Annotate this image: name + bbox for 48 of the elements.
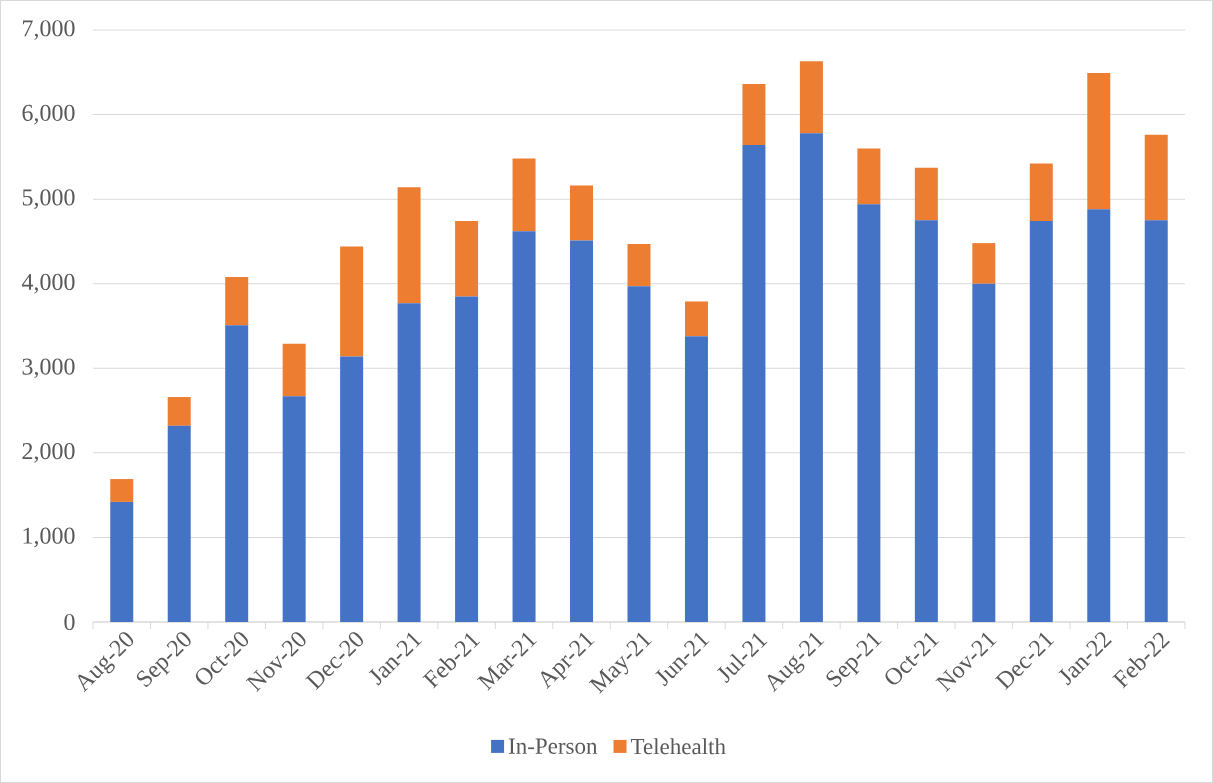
- bar: [627, 243, 651, 287]
- bar: [914, 167, 938, 221]
- y-tick-label: 3,000: [22, 358, 75, 379]
- bar: [225, 276, 249, 326]
- y-tick-label: 0: [64, 613, 75, 631]
- legend-label: Telehealth: [630, 738, 726, 755]
- y-tick-label: 1,000: [23, 527, 75, 548]
- bar: [1087, 73, 1111, 210]
- bar: [110, 479, 134, 502]
- bar: [340, 356, 364, 622]
- bar: [340, 246, 364, 357]
- y-tick-label: 6,000: [22, 104, 75, 125]
- bar: [799, 133, 823, 622]
- bar: [684, 336, 708, 622]
- bar: [857, 148, 881, 205]
- bar: [972, 283, 996, 622]
- bar: [282, 343, 306, 397]
- bar: [167, 397, 191, 426]
- bar: [742, 84, 766, 146]
- y-tick-label: 5,000: [22, 189, 75, 209]
- bar: [397, 187, 421, 304]
- bar: [397, 303, 421, 622]
- bar: [282, 396, 306, 622]
- bar: [1144, 220, 1168, 622]
- y-tick-label: 2,000: [22, 443, 75, 463]
- bar: [225, 325, 249, 622]
- bar: [1029, 163, 1053, 222]
- bar: [857, 204, 881, 622]
- bar: [570, 240, 594, 622]
- bar: [1029, 221, 1053, 622]
- bar: [167, 425, 191, 622]
- bar: [455, 221, 479, 297]
- bar: [1087, 209, 1111, 622]
- bar: [627, 286, 651, 622]
- y-tick-label: 7,000: [23, 20, 75, 40]
- bar: [684, 301, 708, 337]
- bar: [512, 158, 536, 232]
- bar: [914, 220, 938, 622]
- legend-label: In-Person: [508, 738, 598, 754]
- y-tick-label: 4,000: [21, 273, 75, 294]
- bar: [972, 243, 996, 284]
- bar: [512, 231, 536, 622]
- bar: [1144, 134, 1168, 221]
- bar: [455, 296, 479, 622]
- bar: [110, 501, 134, 622]
- bar: [799, 61, 823, 134]
- bar: [742, 145, 766, 622]
- bar: [570, 185, 594, 241]
